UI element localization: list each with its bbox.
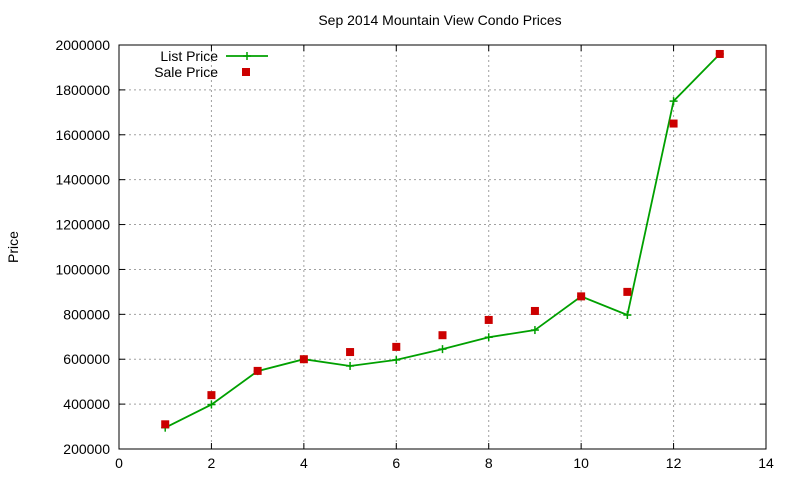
x-tick-label: 8 xyxy=(485,455,493,471)
y-tick-label: 400000 xyxy=(63,396,110,412)
list-price-point xyxy=(623,311,632,320)
x-tick-label: 0 xyxy=(115,455,123,471)
series-list-price xyxy=(161,49,724,432)
series-layer xyxy=(161,49,724,432)
y-tick-label: 600000 xyxy=(63,351,110,367)
sale-price-point xyxy=(484,315,493,324)
sale-price-point xyxy=(623,287,632,296)
y-tick-label: 1400000 xyxy=(55,172,110,188)
list-price-point xyxy=(346,361,355,370)
list-price-point xyxy=(438,345,447,354)
sale-price-point xyxy=(577,292,586,301)
list-price-point xyxy=(207,400,216,409)
sale-price-point xyxy=(669,119,678,128)
sale-price-point xyxy=(392,342,401,351)
legend: List Price Sale Price xyxy=(154,48,268,80)
list-price-point xyxy=(669,97,678,106)
plot-frame xyxy=(118,44,767,450)
x-tick-label: 12 xyxy=(666,455,682,471)
legend-swatch-sale-price-marker xyxy=(242,68,250,76)
x-tick-label: 6 xyxy=(392,455,400,471)
y-tick-labels: 200000 400000 600000 800000 1000000 1200000 14… xyxy=(55,37,110,457)
x-tick-label: 4 xyxy=(300,455,308,471)
x-tick-label: 2 xyxy=(208,455,216,471)
y-tick-label: 2000000 xyxy=(55,37,110,53)
sale-price-point xyxy=(207,391,216,400)
sale-price-point xyxy=(438,331,447,340)
series-sale-price xyxy=(161,49,724,429)
y-tick-label: 1200000 xyxy=(55,217,110,233)
y-tick-label: 1800000 xyxy=(55,82,110,98)
x-tick-label: 10 xyxy=(573,455,589,471)
x-tick-labels: 0 2 4 6 8 10 12 14 xyxy=(115,455,774,471)
sale-price-point xyxy=(715,49,724,58)
y-tick-label: 1000000 xyxy=(55,261,110,277)
y-tick-label: 200000 xyxy=(63,441,110,457)
sale-price-point xyxy=(530,306,539,315)
legend-swatches xyxy=(226,52,268,76)
sale-price-point xyxy=(299,355,308,364)
axis-ticks xyxy=(118,44,767,450)
y-tick-label: 1600000 xyxy=(55,127,110,143)
list-price-point xyxy=(484,333,493,342)
sale-price-point xyxy=(346,348,355,357)
grid xyxy=(119,45,766,449)
sale-price-point xyxy=(253,366,262,375)
y-axis-label: Price xyxy=(5,231,21,263)
list-price-line xyxy=(164,53,721,429)
sale-price-point xyxy=(161,420,170,429)
legend-label-sale-price: Sale Price xyxy=(154,64,218,80)
legend-swatch-list-price-marker xyxy=(243,52,251,60)
y-tick-label: 800000 xyxy=(63,306,110,322)
chart-title: Sep 2014 Mountain View Condo Prices xyxy=(318,12,561,28)
list-price-point xyxy=(530,326,539,335)
legend-label-list-price: List Price xyxy=(160,48,218,64)
list-price-point xyxy=(392,355,401,364)
x-tick-label: 14 xyxy=(758,455,774,471)
